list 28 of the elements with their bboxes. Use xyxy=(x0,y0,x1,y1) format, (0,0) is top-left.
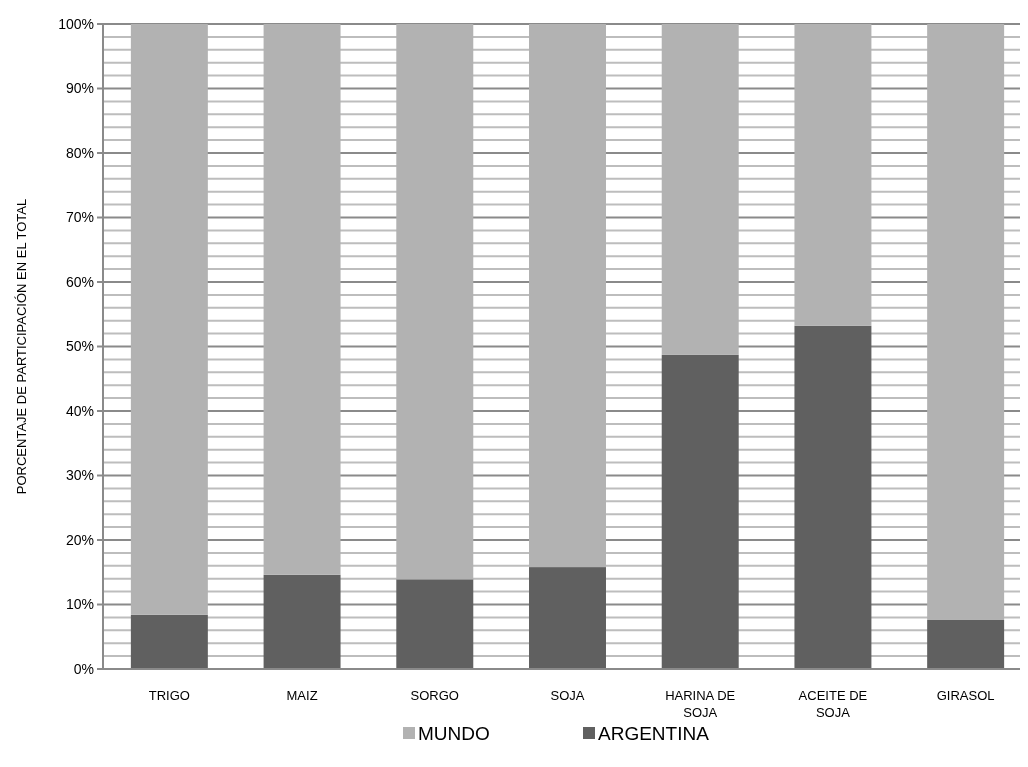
legend-label: MUNDO xyxy=(418,723,490,744)
y-tick-label: 30% xyxy=(65,467,94,484)
y-axis-title: PORCENTAJE DE PARTICIPACIÓN EN EL TOTAL xyxy=(14,198,29,495)
x-tick-label: TRIGO xyxy=(148,688,190,703)
bar xyxy=(263,574,341,669)
bar xyxy=(927,619,1005,669)
x-tick-label: HARINA DE SOJA xyxy=(665,688,736,720)
y-tick-label: 20% xyxy=(65,531,94,548)
legend-label: ARGENTINA xyxy=(598,723,710,744)
y-tick-label: 60% xyxy=(65,273,94,290)
bar xyxy=(661,354,739,669)
x-tick-label: SOJA xyxy=(550,688,585,703)
y-tick-label: 50% xyxy=(65,338,94,355)
y-tick-label: 90% xyxy=(65,80,94,97)
y-tick-label: 0% xyxy=(73,660,94,677)
y-tick-label: 10% xyxy=(65,596,94,613)
x-tick-label: GIRASOL xyxy=(936,688,995,703)
bar xyxy=(794,325,872,669)
bar xyxy=(130,614,208,669)
x-tick-label: ACEITE DE SOJA xyxy=(798,688,868,720)
y-tick-label: 100% xyxy=(58,15,94,32)
bar xyxy=(396,579,474,669)
y-tick-label: 80% xyxy=(65,144,94,161)
y-tick-label: 70% xyxy=(65,209,94,226)
x-tick-label: SORGO xyxy=(410,688,459,703)
x-tick-label: MAIZ xyxy=(286,688,318,703)
y-tick-label: 40% xyxy=(65,402,94,419)
bar xyxy=(529,567,606,669)
